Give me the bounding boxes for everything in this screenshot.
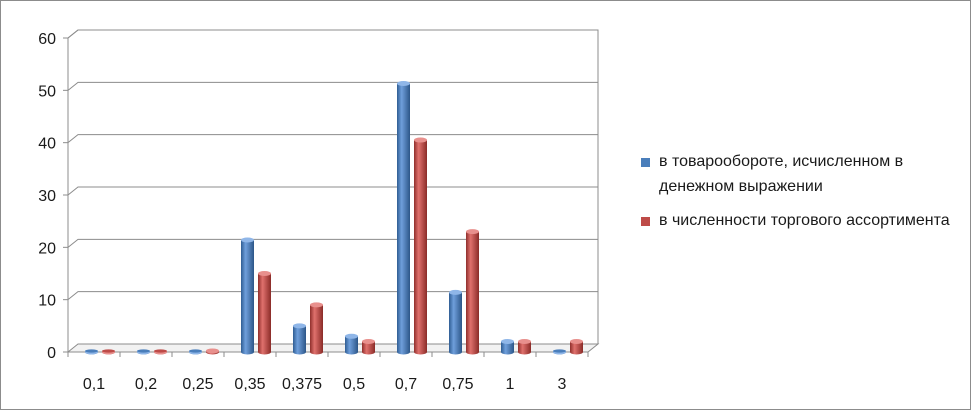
gridline: [67, 186, 598, 196]
gridline: [67, 238, 598, 248]
bar-body: [310, 304, 323, 355]
bar-2-1: [102, 349, 115, 355]
bar-1-4: [241, 237, 254, 355]
bar-flat: [137, 349, 150, 353]
y-tick-label: 0: [47, 345, 56, 362]
y-tick-label: 40: [38, 136, 56, 153]
bar-top: [206, 348, 219, 354]
bar-top: [449, 289, 462, 295]
gridline: [67, 291, 598, 301]
bar-body: [345, 336, 358, 355]
bar-flat: [102, 349, 115, 353]
bar-1-1: [85, 349, 98, 355]
x-tick-label: 0,7: [395, 376, 417, 393]
bar-1-8: [449, 289, 462, 355]
bar-flat: [154, 349, 167, 353]
bar-top: [258, 271, 271, 276]
y-tick-label: 30: [38, 188, 56, 205]
x-tick-label: 0,1: [83, 376, 105, 393]
bar-body: [518, 341, 531, 355]
bar-top: [293, 323, 306, 329]
x-tick-label: 0,35: [234, 376, 265, 393]
legend-swatch-blue: [641, 158, 650, 167]
gridline: [67, 29, 598, 39]
y-tick-label: 20: [38, 240, 56, 257]
bar-body: [570, 341, 583, 355]
bar-2-3: [206, 348, 219, 355]
bar-2-6: [362, 339, 375, 355]
bar-top: [241, 237, 254, 243]
bar-2-8: [466, 229, 479, 355]
legend-item-series-2: в численности торгового ассортимента: [641, 208, 961, 233]
bar-body: [362, 341, 375, 355]
bar-1-3: [189, 349, 202, 355]
x-tick-label: 1: [506, 376, 515, 393]
bar-top: [414, 137, 427, 143]
x-tick-label: 0,2: [135, 376, 157, 393]
bar-body: [414, 140, 427, 355]
x-tick-label: 0,375: [282, 376, 322, 393]
bar-1-7: [397, 81, 410, 355]
bar-body: [449, 292, 462, 355]
bar-1-6: [345, 333, 358, 355]
legend: в товарообороте, исчисленном в денежном …: [641, 149, 961, 242]
legend-label-series-2: в численности торгового ассортимента: [659, 212, 950, 229]
bar-top: [345, 333, 358, 339]
bar-1-9: [501, 339, 514, 355]
bar-body: [466, 231, 479, 355]
bar-2-7: [414, 137, 427, 355]
bar-2-4: [258, 271, 271, 355]
x-tick-label: 0,5: [343, 376, 365, 393]
gridline: [67, 81, 598, 91]
bar-2-2: [154, 349, 167, 355]
bar-1-2: [137, 349, 150, 355]
bar-1-10: [553, 349, 566, 355]
bar-flat: [189, 349, 202, 353]
bar-top: [518, 339, 531, 345]
legend-item-series-1: в товарообороте, исчисленном в денежном …: [641, 149, 961, 199]
bar-body: [397, 83, 410, 355]
x-tick-label: 0,25: [182, 376, 213, 393]
legend-swatch-red: [641, 217, 650, 226]
bar-body: [501, 341, 514, 355]
x-tick-label: 0,75: [442, 376, 473, 393]
bar-flat: [553, 349, 566, 353]
y-tick-label: 60: [38, 31, 56, 48]
bar-top: [310, 302, 323, 308]
x-tick-label: 3: [558, 376, 567, 393]
bar-2-5: [310, 302, 323, 355]
legend-label-series-1: в товарообороте, исчисленном в денежном …: [659, 153, 904, 195]
bar-2-10: [570, 339, 583, 355]
bar-body: [293, 325, 306, 355]
bar-top: [466, 229, 479, 235]
y-tick-label: 50: [38, 83, 56, 100]
bar-top: [501, 339, 514, 345]
bar-1-5: [293, 323, 306, 355]
gridline: [67, 134, 598, 144]
bar-top: [397, 81, 410, 87]
bar-2-9: [518, 339, 531, 355]
bar-body: [258, 273, 271, 355]
y-tick-label: 10: [38, 293, 56, 310]
bar-top: [362, 339, 375, 345]
bar-flat: [85, 349, 98, 353]
bar-top: [570, 339, 583, 345]
bar-body: [241, 240, 254, 355]
